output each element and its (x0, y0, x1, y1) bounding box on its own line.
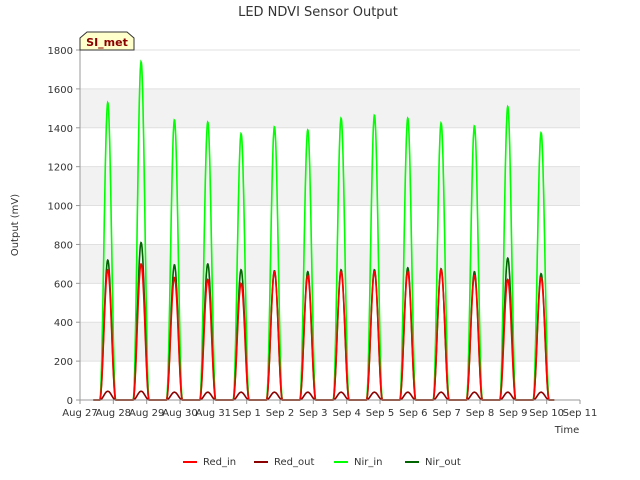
y-tick-label: 400 (54, 318, 73, 329)
chart-title: LED NDVI Sensor Output (238, 5, 398, 20)
site-badge-box (79, 31, 135, 51)
y-axis-label: Output (mV) (10, 194, 21, 256)
y-tick-label: 600 (54, 279, 73, 290)
site-badge: SI_met (79, 31, 135, 51)
y-tick-label: 1000 (48, 202, 73, 213)
grid-band (80, 205, 580, 245)
x-tick-label: Sep 5 (366, 408, 394, 419)
y-tick-label: 1400 (48, 124, 73, 135)
x-tick-label: Sep 7 (432, 408, 460, 419)
x-tick-label: Aug 29 (129, 408, 164, 419)
x-tick-label: Sep 1 (232, 408, 260, 419)
grid-band (80, 322, 580, 362)
x-tick-label: Sep 3 (299, 408, 327, 419)
x-tick-label: Aug 27 (62, 408, 97, 419)
legend: Red_in Red_out Nir_in Nir_out (183, 457, 461, 468)
grid-band (80, 88, 580, 128)
grid-band (80, 283, 580, 323)
grid-band (80, 244, 580, 284)
x-tick-label: Sep 11 (563, 408, 598, 419)
y-tick-label: 200 (54, 357, 73, 368)
x-tick-label: Sep 9 (499, 408, 527, 419)
x-tick-label: Sep 6 (399, 408, 427, 419)
legend-label: Nir_out (425, 457, 461, 468)
grid-band (80, 127, 580, 167)
x-tick-label: Sep 10 (529, 408, 564, 419)
x-tick-label: Sep 8 (466, 408, 494, 419)
grid-band (80, 361, 580, 400)
x-tick-label: Sep 4 (332, 408, 360, 419)
legend-label: Red_in (203, 457, 236, 468)
grid-band (80, 166, 580, 206)
x-tick-label: Sep 2 (266, 408, 294, 419)
y-tick-label: 1800 (48, 46, 73, 57)
legend-label: Nir_in (354, 457, 383, 468)
x-tick-label: Aug 31 (196, 408, 231, 419)
x-tick-label: Aug 28 (96, 408, 131, 419)
y-tick-label: 1600 (48, 85, 73, 96)
site-badge-label: SI_met (86, 36, 128, 49)
y-tick-label: 800 (54, 240, 73, 251)
legend-label: Red_out (274, 457, 314, 468)
plot-background (80, 50, 580, 400)
x-tick-label: Aug 30 (162, 408, 197, 419)
y-tick-label: 0 (67, 396, 73, 407)
x-axis-label: Time (554, 425, 579, 436)
y-tick-label: 1200 (48, 163, 73, 174)
grid-band (80, 50, 580, 89)
